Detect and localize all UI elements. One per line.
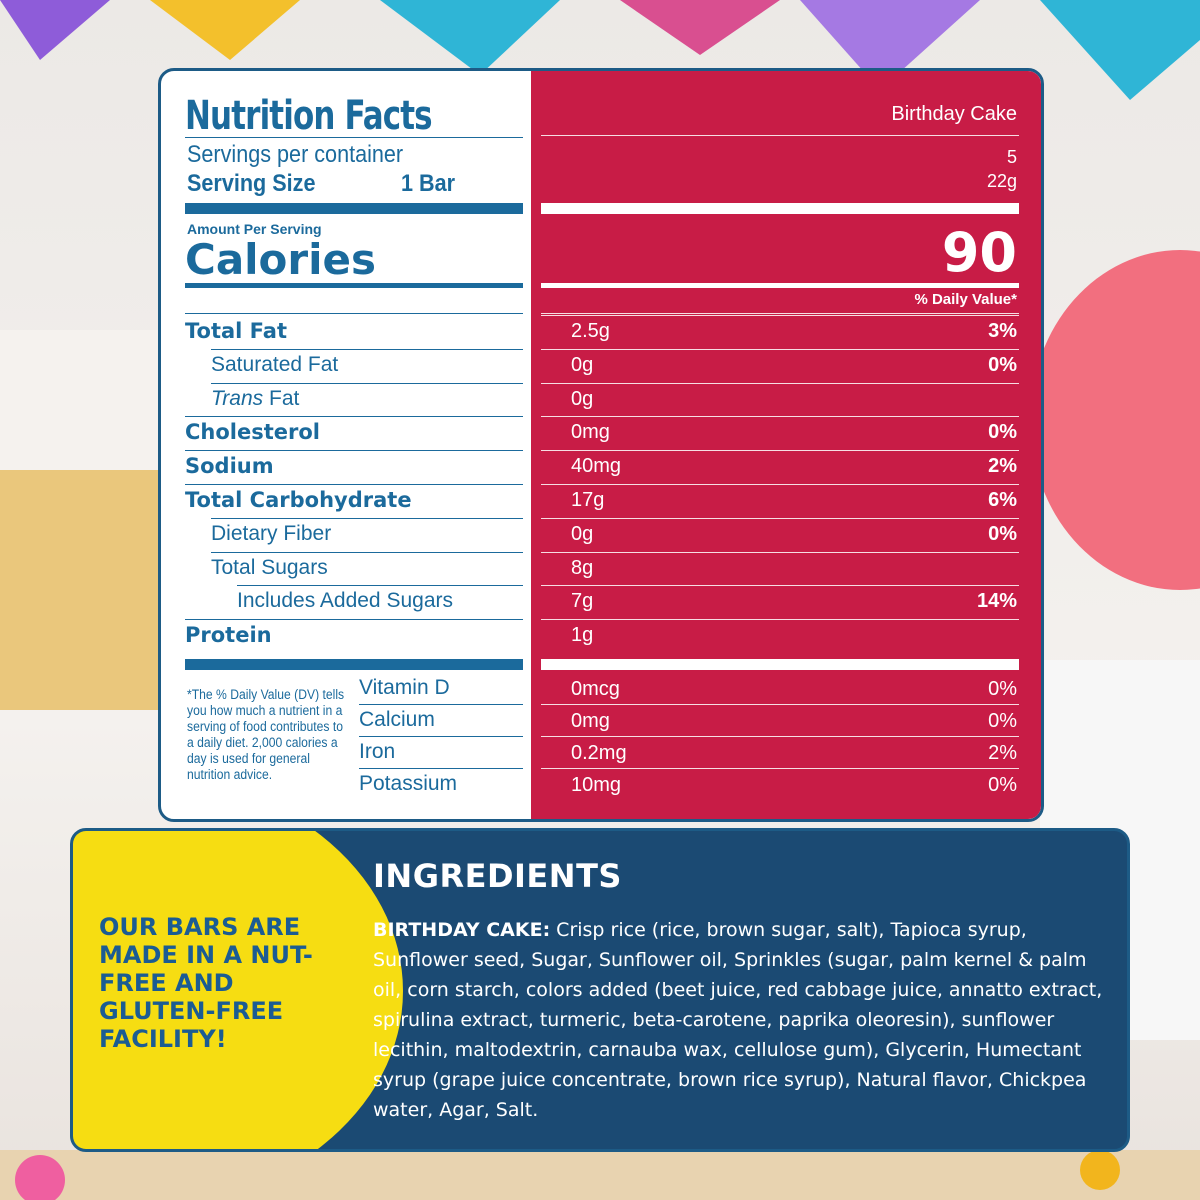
rule — [541, 450, 1019, 452]
rule — [211, 382, 523, 384]
daily-value-header: % Daily Value* — [914, 291, 1017, 308]
vitamin-dv: 2% — [988, 742, 1017, 764]
amount-per-serving: Amount Per Serving — [187, 221, 322, 237]
rule — [359, 736, 523, 737]
serving-size-label: Serving Size — [187, 170, 316, 197]
vitamin-dv: 0% — [988, 678, 1017, 700]
nutrient-dv: 0% — [988, 522, 1017, 545]
ingredients-title: INGREDIENTS — [373, 857, 622, 895]
thick-rule — [185, 203, 523, 214]
vitamin-amount: 10mg — [571, 774, 622, 796]
vitamin-dv: 0% — [988, 710, 1017, 732]
footnote: *The % Daily Value (DV) tells you how mu… — [187, 687, 345, 782]
nutrient-label: Sodium — [185, 454, 274, 479]
nutrient-label: Cholesterol — [185, 420, 320, 445]
rule — [185, 416, 523, 418]
rule — [541, 619, 1019, 621]
nutrient-amount: 7g — [571, 590, 594, 613]
rule — [541, 704, 1019, 705]
nutrient-dv: 2% — [988, 455, 1017, 478]
nutrient-amount: 17g — [571, 489, 605, 511]
serving-size-unit: 1 Bar — [401, 170, 456, 197]
rule — [185, 137, 523, 138]
nutrient-dv: 14% — [976, 590, 1017, 613]
vitamin-amount: 0.2mg — [571, 742, 627, 764]
rule — [359, 704, 523, 705]
rule — [541, 135, 1019, 136]
nutrient-amount: 2.5g — [571, 320, 610, 342]
ingredients-body: BIRTHDAY CAKE: Crisp rice (rice, brown su… — [373, 915, 1103, 1125]
thick-rule — [541, 203, 1019, 214]
ingredients-box: OUR BARS ARE MADE IN A NUT-FREE AND GLUT… — [70, 828, 1130, 1152]
rule — [237, 585, 523, 587]
badge-text: OUR BARS ARE MADE IN A NUT-FREE AND GLUT… — [99, 913, 313, 1053]
nutrient-label: Total Sugars — [211, 555, 328, 579]
rule — [359, 768, 523, 769]
nutrient-dv: 0% — [988, 353, 1017, 376]
nutrient-amount: 0g — [571, 522, 594, 545]
nutrient-label: Fat — [269, 386, 300, 410]
rule — [541, 585, 1019, 587]
calories: 90 — [941, 221, 1017, 284]
rule — [211, 551, 523, 553]
vitamin-label: Vitamin D — [359, 676, 450, 699]
vitamin-amount: 0mg — [571, 710, 610, 732]
nutrient-dv: 6% — [988, 489, 1017, 511]
calories-label: Calories — [185, 235, 377, 284]
medium-rule — [541, 283, 1019, 288]
thick-rule — [541, 659, 1019, 670]
vitamin-label: Calcium — [359, 708, 435, 731]
nutrient-amount: 40mg — [571, 455, 622, 478]
rule — [541, 736, 1019, 737]
rule — [211, 348, 523, 350]
thick-rule — [185, 659, 523, 670]
nutrient-dv: 0% — [988, 421, 1017, 444]
rule — [185, 450, 523, 452]
nutrient-label: Dietary Fiber — [211, 521, 332, 545]
rule — [541, 315, 1019, 316]
nutrient-label: Includes Added Sugars — [237, 589, 453, 613]
rule — [541, 768, 1019, 769]
rule — [185, 313, 523, 314]
title: Nutrition Facts — [185, 93, 433, 139]
nutrient-label: Saturated Fat — [211, 352, 339, 376]
rule — [541, 382, 1019, 384]
rule — [541, 484, 1019, 485]
value-column — [531, 71, 1041, 819]
nutrient-amount: 0g — [571, 387, 594, 410]
nutrient-label-italic: Trans — [211, 386, 264, 410]
nutrition-panel: Nutrition Facts Servings per container Ser… — [158, 68, 1044, 822]
vitamin-dv: 0% — [988, 774, 1017, 796]
nutrient-label: Total Carbohydrate — [185, 488, 412, 512]
nutrient-amount: 1g — [571, 624, 594, 647]
nutrient-amount: 0g — [571, 353, 594, 376]
vitamin-label: Potassium — [359, 772, 458, 795]
vitamin-amount: 0mcg — [571, 678, 620, 700]
nutrient-label: Total Fat — [185, 319, 288, 343]
rule — [541, 551, 1019, 553]
nutrient-amount: 8g — [571, 556, 594, 579]
servings: 5 — [1006, 147, 1017, 167]
badge-circle — [73, 831, 403, 1149]
rule — [211, 517, 523, 519]
ingredients-text: Crisp rice (rice, brown sugar, salt), Ta… — [373, 919, 1103, 1121]
flavor: Birthday Cake — [891, 103, 1017, 125]
rule — [185, 619, 523, 621]
nutrient-label: Protein — [185, 623, 272, 648]
rule — [541, 416, 1019, 418]
rule — [541, 517, 1019, 519]
rule — [541, 313, 1019, 314]
rule — [185, 484, 523, 485]
nutrient-amount: 0mg — [571, 421, 610, 444]
servings-label: Servings per container — [187, 141, 404, 168]
vitamin-label: Iron — [359, 740, 396, 763]
ingredients-flavor: BIRTHDAY CAKE: — [373, 919, 551, 941]
serving-size: 22g — [986, 171, 1017, 191]
nutrient-dv: 3% — [988, 320, 1017, 342]
medium-rule — [185, 283, 523, 288]
rule — [541, 348, 1019, 350]
